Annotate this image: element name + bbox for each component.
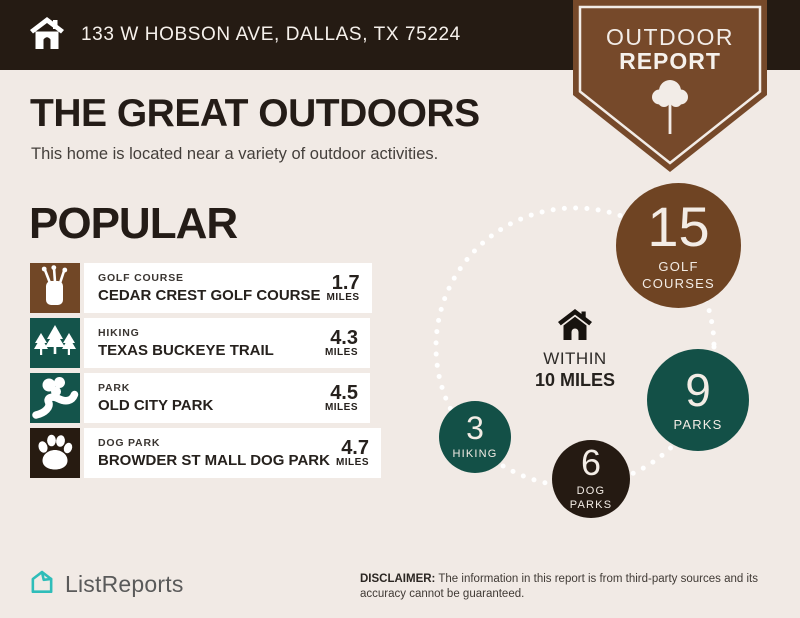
- bubble-hiking: 3 HIKING: [439, 401, 511, 473]
- pine-trees-icon: [30, 318, 80, 368]
- item-distance: 4.7 MILES: [335, 436, 369, 468]
- bubble-parks: 9 PARKS: [647, 349, 749, 451]
- brand-name: ListReports: [65, 571, 184, 597]
- badge-line1: OUTDOOR: [605, 24, 735, 50]
- list-item-golf-course: GOLF COURSE CEDAR CREST GOLF COURSE 1.7 …: [30, 263, 372, 313]
- bubble-count: 9: [685, 363, 711, 416]
- bubble-label: DOG PARKS: [569, 485, 613, 511]
- item-distance: 1.7 MILES: [326, 271, 360, 303]
- list-item-card: DOG PARK BROWDER ST MALL DOG PARK 4.7 MI…: [84, 428, 381, 478]
- item-name: BROWDER ST MALL DOG PARK: [98, 452, 330, 469]
- bubble-count: 6: [580, 442, 602, 484]
- list-item-card: GOLF COURSE CEDAR CREST GOLF COURSE 1.7 …: [84, 263, 372, 313]
- bubble-golf-courses: 15 GOLF COURSES: [616, 183, 741, 308]
- item-distance: 4.5 MILES: [324, 381, 358, 413]
- home-icon: [557, 309, 593, 345]
- list-item-hiking: HIKING TEXAS BUCKEYE TRAIL 4.3 MILES: [30, 318, 370, 368]
- bubble-label: HIKING: [452, 448, 498, 461]
- item-name: OLD CITY PARK: [98, 397, 214, 414]
- item-name: CEDAR CREST GOLF COURSE: [98, 287, 321, 304]
- page-subtitle: This home is located near a variety of o…: [31, 145, 439, 163]
- within-label: WITHIN: [543, 349, 607, 368]
- item-category: DOG PARK: [98, 437, 161, 449]
- property-address: 133 W HOBSON AVE, DALLAS, TX 75224: [81, 24, 461, 45]
- page-title: THE GREAT OUTDOORS: [30, 92, 480, 135]
- radius-center-label: WITHIN 10 MILES: [515, 309, 635, 391]
- park-path-icon: [30, 373, 80, 423]
- bubble-dog-parks: 6 DOG PARKS: [552, 440, 630, 518]
- item-category: HIKING: [98, 327, 140, 339]
- list-item-dog-park: DOG PARK BROWDER ST MALL DOG PARK 4.7 MI…: [30, 428, 381, 478]
- item-category: GOLF COURSE: [98, 272, 184, 284]
- popular-list: GOLF COURSE CEDAR CREST GOLF COURSE 1.7 …: [30, 263, 381, 483]
- radius-dotted-ring: [430, 202, 720, 497]
- list-item-park: PARK OLD CITY PARK 4.5 MILES: [30, 373, 370, 423]
- bubble-label: GOLF COURSES: [642, 259, 715, 291]
- item-category: PARK: [98, 382, 131, 394]
- item-name: TEXAS BUCKEYE TRAIL: [98, 342, 274, 359]
- miles-label: 10 MILES: [534, 370, 616, 390]
- tree-icon: [650, 78, 690, 141]
- list-item-card: HIKING TEXAS BUCKEYE TRAIL 4.3 MILES: [84, 318, 370, 368]
- item-distance: 4.3 MILES: [324, 326, 358, 358]
- house-icon: [28, 16, 66, 55]
- golf-bag-icon: [30, 263, 80, 313]
- disclaimer-text: The information in this report is from t…: [360, 573, 758, 600]
- badge-line2: REPORT: [619, 48, 721, 74]
- popular-heading: POPULAR: [29, 199, 238, 248]
- disclaimer-label: DISCLAIMER:: [360, 573, 436, 585]
- bubble-count: 15: [647, 195, 710, 259]
- listreports-logo: ListReports: [28, 568, 184, 601]
- list-item-card: PARK OLD CITY PARK 4.5 MILES: [84, 373, 370, 423]
- paw-icon: [30, 428, 80, 478]
- outdoor-report-badge: OUTDOOR REPORT: [573, 0, 767, 172]
- disclaimer: DISCLAIMER: The information in this repo…: [360, 572, 785, 602]
- bubble-count: 3: [466, 410, 484, 447]
- listreports-house-icon: [28, 568, 56, 601]
- bubble-label: PARKS: [673, 416, 723, 432]
